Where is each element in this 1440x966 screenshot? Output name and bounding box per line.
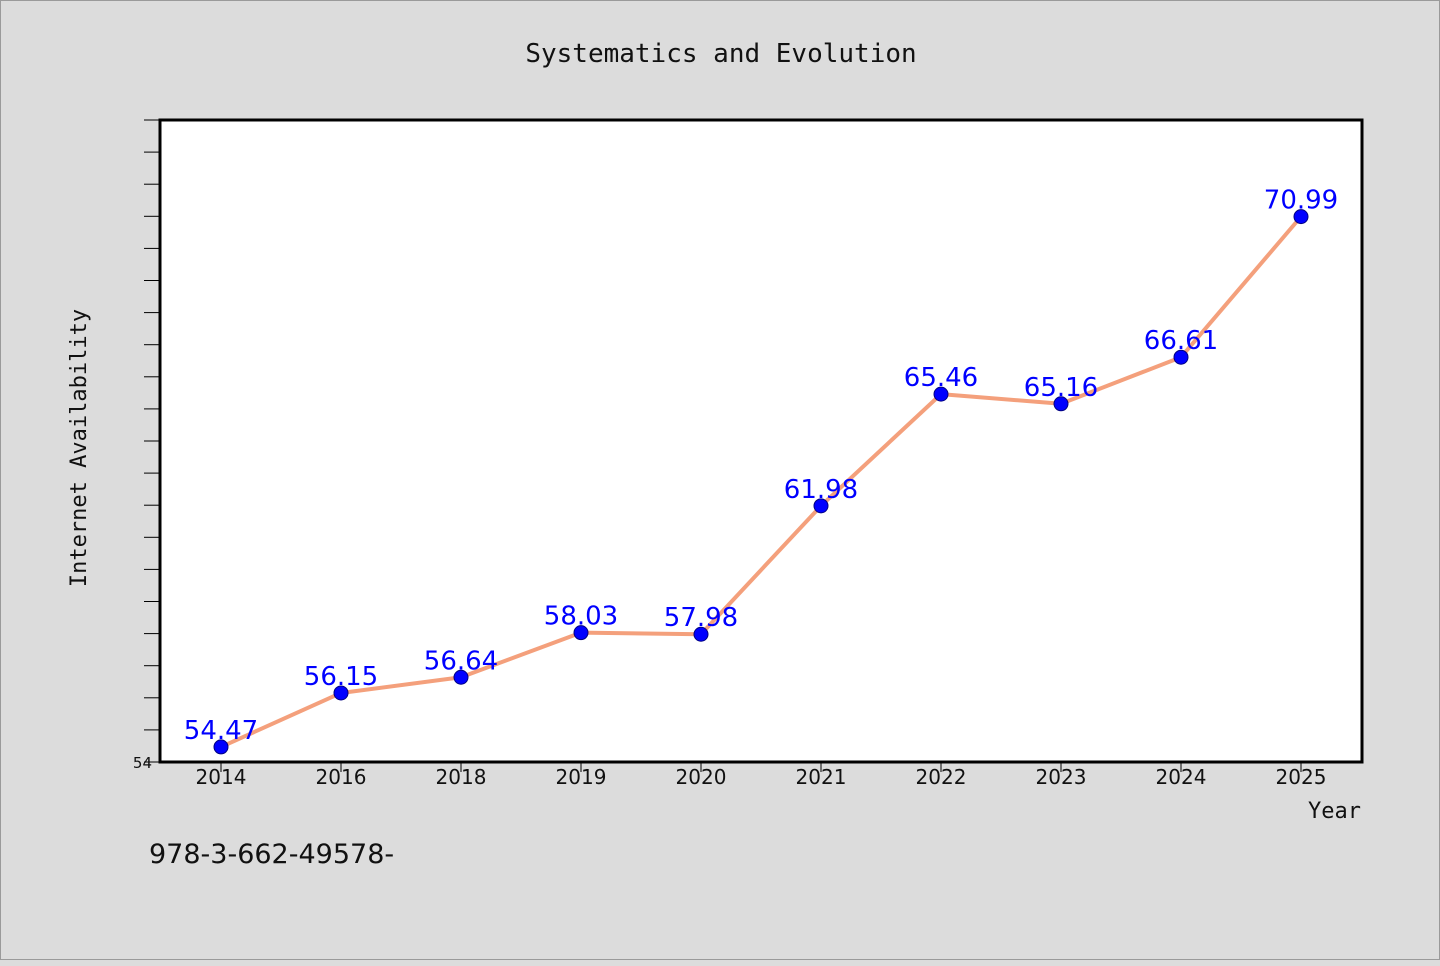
data-point-marker: [573, 625, 589, 641]
data-point-marker: [1053, 396, 1069, 412]
data-point-marker: [453, 669, 469, 685]
data-value-label: 66.61: [1144, 326, 1218, 356]
x-tick-label: 2014: [196, 765, 247, 789]
x-axis-label: Year: [1308, 799, 1361, 824]
y-axis-ticks: 54: [133, 119, 160, 772]
y-tick-label: 54: [133, 754, 152, 772]
data-point-markers: [213, 209, 1309, 755]
x-axis-tick-labels: 2014 2016 2018 2019 2020 2021 2022 2023 2024 2025: [196, 762, 1327, 789]
chart-title: Systematics and Evolution: [525, 39, 916, 69]
data-point-marker: [813, 498, 829, 514]
data-value-labels: 54.47 56.15 56.64 58.03 57.98 61.98 65.46 65.16…: [184, 186, 1338, 746]
data-value-label: 56.64: [424, 646, 498, 676]
data-point-marker: [1293, 209, 1309, 225]
isbn-annotation: 978-3-662-49578-: [149, 839, 394, 870]
x-tick-label: 2021: [796, 765, 847, 789]
data-value-label: 58.03: [544, 602, 618, 632]
data-value-label: 57.98: [664, 603, 738, 633]
data-value-label: 65.16: [1024, 373, 1098, 403]
x-tick-label: 2019: [556, 765, 607, 789]
data-point-marker: [693, 626, 709, 642]
data-value-label: 56.15: [304, 662, 378, 692]
data-point-marker: [333, 685, 349, 701]
data-value-label: 61.98: [784, 475, 858, 505]
x-tick-label: 2016: [316, 765, 367, 789]
data-value-label: 65.46: [904, 363, 978, 393]
x-tick-label: 2018: [436, 765, 487, 789]
data-point-marker: [1173, 349, 1189, 365]
data-value-label: 70.99: [1264, 186, 1338, 216]
x-tick-label: 2023: [1036, 765, 1087, 789]
series-line: [219, 214, 1303, 749]
x-tick-label: 2020: [676, 765, 727, 789]
data-point-marker: [933, 386, 949, 402]
x-tick-label: 2024: [1156, 765, 1207, 789]
plot-area: [158, 118, 1364, 764]
data-value-label: 54.47: [184, 716, 258, 746]
x-tick-label: 2025: [1276, 765, 1327, 789]
y-axis-label: Internet Availability: [67, 309, 92, 587]
data-point-marker: [213, 739, 229, 755]
x-tick-label: 2022: [916, 765, 967, 789]
